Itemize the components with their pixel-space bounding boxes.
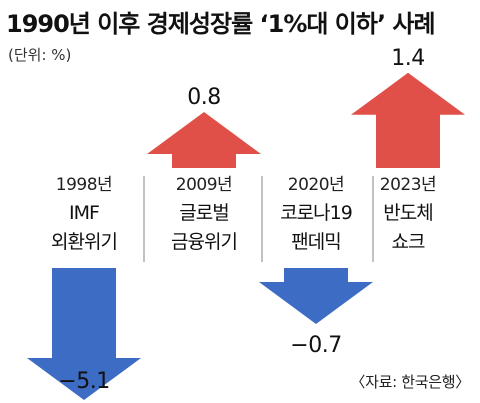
category-year-3: 2020년 (288, 175, 344, 195)
value-label-1: −5.1 (58, 369, 109, 394)
category-label-4-line-1: 반도체 (383, 202, 432, 224)
source-note: 〈자료: 한국은행〉 (350, 373, 470, 391)
category-label-2-line-2: 금융위기 (171, 231, 237, 253)
value-label-4: 1.4 (391, 46, 425, 71)
category-year-4: 2023년 (380, 175, 436, 195)
up-arrow-bar-4 (351, 72, 465, 168)
category-label-2-line-1: 글로벌 (179, 202, 228, 224)
down-arrow-bar-1 (27, 268, 141, 400)
up-arrow-bar-2 (147, 112, 261, 168)
category-year-1: 1998년 (56, 175, 112, 195)
category-label-1-line-1: IMF (69, 202, 99, 224)
value-label-2: 0.8 (187, 85, 221, 110)
category-label-3-line-1: 코로나19 (280, 202, 352, 224)
category-label-1-line-2: 외환위기 (51, 231, 117, 253)
chart-title: 1990년 이후 경제성장률 ‘1%대 이하’ 사례 (6, 10, 436, 38)
value-label-3: −0.7 (290, 333, 341, 358)
category-label-3-line-2: 팬데믹 (291, 231, 340, 253)
down-arrow-bar-3 (259, 268, 373, 324)
unit-note: (단위: %) (8, 46, 72, 64)
category-label-4-line-2: 쇼크 (392, 231, 425, 253)
category-year-2: 2009년 (176, 175, 232, 195)
